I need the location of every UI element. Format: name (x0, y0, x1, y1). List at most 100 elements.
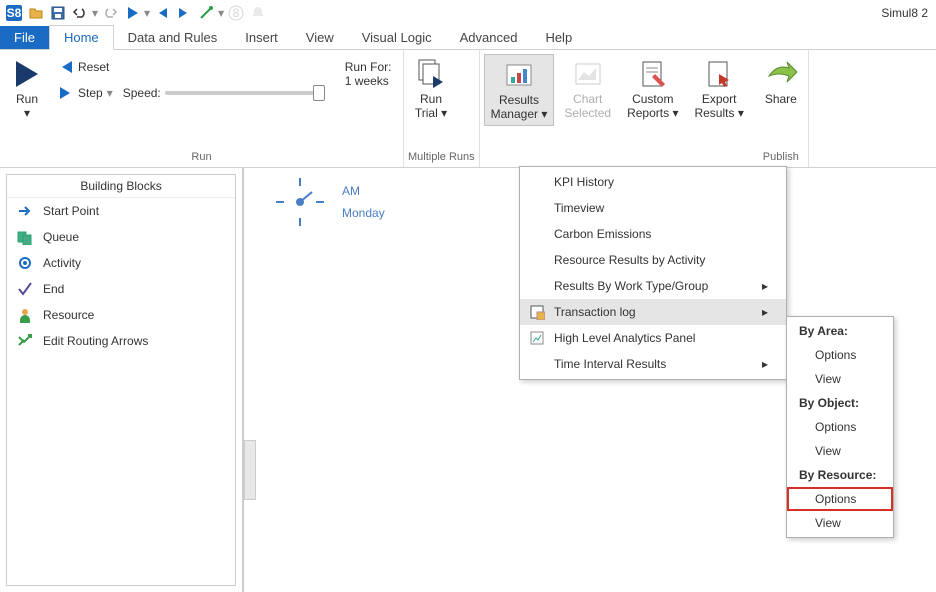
svg-text:S8: S8 (7, 6, 22, 20)
group-multiple-label: Multiple Runs (408, 149, 475, 167)
group-multiple-runs: Run Trial ▾ Multiple Runs (404, 50, 480, 167)
menu-resource-results[interactable]: Resource Results by Activity (520, 247, 786, 273)
sidebar-item-activity[interactable]: Activity (7, 250, 235, 276)
chart-selected-button[interactable]: Chart Selected (558, 54, 617, 124)
tab-data[interactable]: Data and Rules (114, 26, 232, 49)
ruler-handle[interactable] (244, 440, 256, 500)
sidebar-item-start[interactable]: Start Point (7, 198, 235, 224)
tab-insert[interactable]: Insert (231, 26, 292, 49)
clock-widget: AM Monday (272, 174, 385, 230)
menu-interval-label: Time Interval Results (554, 357, 666, 371)
share-arrow-icon (765, 58, 797, 90)
clock-line1: AM (342, 180, 385, 202)
group-results-label (484, 149, 750, 167)
docs-play-icon (415, 58, 447, 90)
txlog-icon (528, 304, 546, 320)
check-icon (17, 281, 33, 297)
submenu-area-view[interactable]: View (787, 367, 893, 391)
group-run-label: Run (4, 149, 399, 167)
results-manager-button[interactable]: Results Manager ▾ (484, 54, 555, 126)
menu-kpi-history[interactable]: KPI History (520, 169, 786, 195)
sidebar-label-activity: Activity (43, 256, 81, 270)
menu-kpi-label: KPI History (554, 175, 614, 189)
menu-carbon[interactable]: Carbon Emissions (520, 221, 786, 247)
menu-txlog-label: Transaction log (554, 305, 636, 319)
chevron-right-icon-3: ▸ (762, 357, 768, 371)
submenu-object-view[interactable]: View (787, 439, 893, 463)
reset-button[interactable]: Reset (54, 58, 329, 76)
menu-timeview[interactable]: Timeview (520, 195, 786, 221)
export-results-button[interactable]: Export Results ▾ (688, 54, 749, 124)
menu-worktype[interactable]: Results By Work Type/Group▸ (520, 273, 786, 299)
tab-home[interactable]: Home (49, 25, 114, 50)
sidebar-item-resource[interactable]: Resource (7, 302, 235, 328)
tab-advanced[interactable]: Advanced (446, 26, 532, 49)
submenu-object-options[interactable]: Options (787, 415, 893, 439)
redo-icon[interactable] (100, 3, 120, 23)
sidebar-label-end: End (43, 282, 64, 296)
eight-icon[interactable]: 8 (226, 3, 246, 23)
app-title: Simul8 2 (881, 6, 932, 20)
sidebar-title: Building Blocks (7, 175, 235, 198)
sidebar-item-queue[interactable]: Queue (7, 224, 235, 250)
ribbon-tabs: File Home Data and Rules Insert View Vis… (0, 26, 936, 50)
run-label: Run (16, 92, 38, 106)
qat-sep3: ▾ (218, 6, 224, 20)
submenu-head-area: By Area: (787, 319, 893, 343)
ribbon: Run▾ Reset Step ▾ Speed: Run For: 1 week… (0, 50, 936, 168)
analytics-icon (528, 330, 546, 346)
speed-slider[interactable] (165, 91, 325, 95)
svg-text:8: 8 (233, 6, 240, 20)
sidebar-label-queue: Queue (43, 230, 79, 244)
export-icon (703, 58, 735, 90)
step-drop[interactable]: ▾ (107, 86, 113, 100)
menu-analytics-label: High Level Analytics Panel (554, 331, 695, 345)
sidebar-label-routing: Edit Routing Arrows (43, 334, 148, 348)
share-button[interactable]: Share (758, 54, 804, 110)
open-icon[interactable] (26, 3, 46, 23)
submenu-resource-options[interactable]: Options (787, 487, 893, 511)
sidebar-item-routing[interactable]: Edit Routing Arrows (7, 328, 235, 354)
tab-file[interactable]: File (0, 26, 49, 49)
undo-icon[interactable] (70, 3, 90, 23)
tab-view[interactable]: View (292, 26, 348, 49)
group-results: Results Manager ▾ Chart Selected Custom … (480, 50, 754, 167)
group-publish-label: Publish (758, 149, 804, 167)
run-trial-button[interactable]: Run Trial ▾ (408, 54, 454, 124)
skip-fwd-icon[interactable] (174, 3, 194, 23)
submenu-head-object: By Object: (787, 391, 893, 415)
step-button[interactable]: Step (78, 86, 103, 100)
clock-line2: Monday (342, 202, 385, 224)
submenu-area-options[interactable]: Options (787, 343, 893, 367)
wand-icon[interactable] (196, 3, 216, 23)
menu-analytics[interactable]: High Level Analytics Panel (520, 325, 786, 351)
custom-reports-button[interactable]: Custom Reports ▾ (621, 54, 684, 124)
app-icon[interactable]: S8 (4, 3, 24, 23)
save-icon[interactable] (48, 3, 68, 23)
arrow-right-icon (17, 203, 33, 219)
bell-icon[interactable] (248, 3, 268, 23)
sidebar-item-end[interactable]: End (7, 276, 235, 302)
menu-carbon-label: Carbon Emissions (554, 227, 651, 241)
chevron-right-icon-2: ▸ (762, 305, 768, 319)
run-button[interactable]: Run▾ (4, 54, 50, 124)
tab-help[interactable]: Help (531, 26, 586, 49)
tab-logic[interactable]: Visual Logic (348, 26, 446, 49)
quick-access-toolbar: S8 ▾ ▾ ▾ 8 (4, 3, 268, 23)
group-run: Run▾ Reset Step ▾ Speed: Run For: 1 week… (0, 50, 404, 167)
queue-icon (17, 229, 33, 245)
menu-transaction-log[interactable]: Transaction log ▸ (520, 299, 786, 325)
menu-worktype-label: Results By Work Type/Group (554, 279, 708, 293)
title-bar: S8 ▾ ▾ ▾ 8 Simul8 2 (0, 0, 936, 26)
step-icon (58, 86, 74, 100)
submenu-resource-view[interactable]: View (787, 511, 893, 535)
menu-interval[interactable]: Time Interval Results ▸ (520, 351, 786, 377)
routing-icon (17, 333, 33, 349)
sidebar-label-start: Start Point (43, 204, 99, 218)
skip-back-icon[interactable] (152, 3, 172, 23)
sidebar-label-resource: Resource (43, 308, 94, 322)
play-icon[interactable] (122, 3, 142, 23)
custom-reports-label: Custom Reports (627, 92, 673, 120)
chart-icon (503, 59, 535, 91)
chart-area-icon (572, 58, 604, 90)
